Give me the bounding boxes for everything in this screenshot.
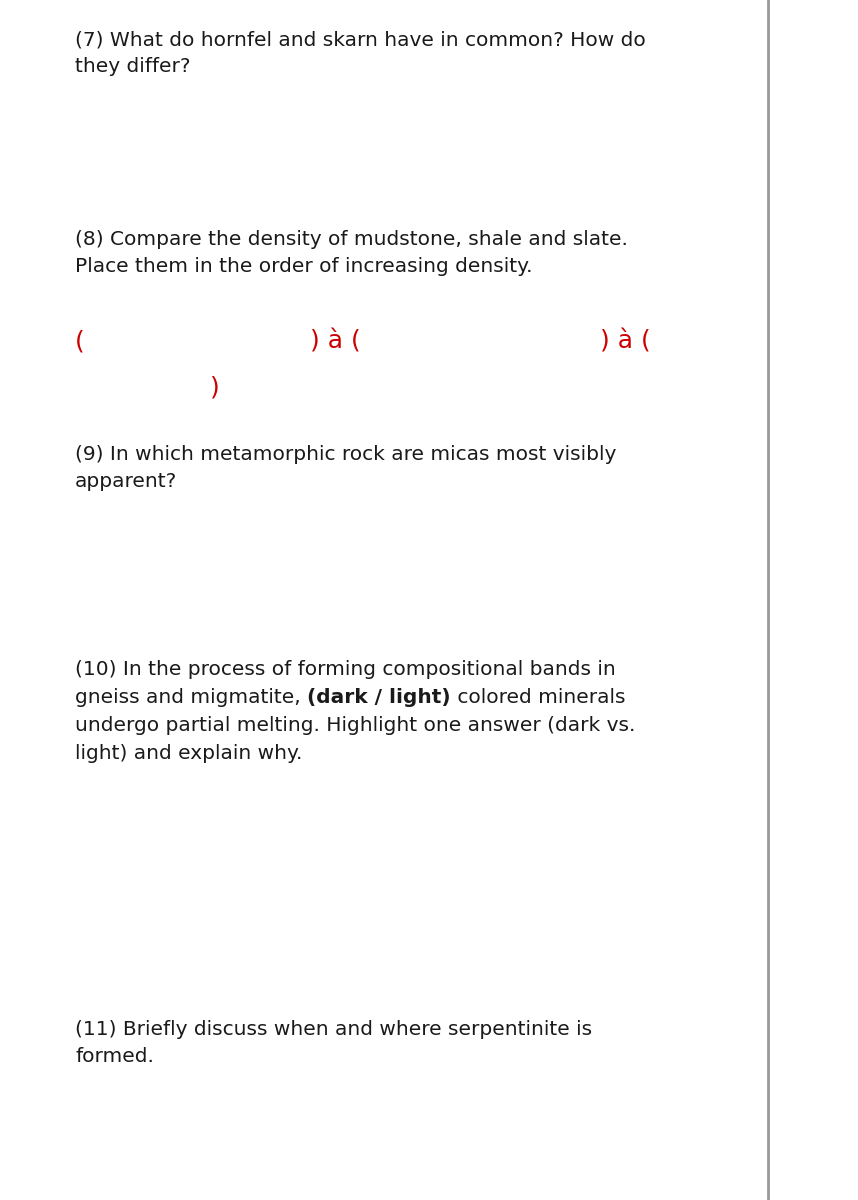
Text: colored minerals: colored minerals [450,688,625,707]
Text: (9) In which metamorphic rock are micas most visibly
apparent?: (9) In which metamorphic rock are micas … [75,445,616,491]
Text: (dark / light): (dark / light) [307,688,450,707]
Text: undergo partial melting. Highlight one answer (dark vs.: undergo partial melting. Highlight one a… [75,716,636,734]
Text: (11) Briefly discuss when and where serpentinite is
formed.: (11) Briefly discuss when and where serp… [75,1020,592,1067]
Text: (8) Compare the density of mudstone, shale and slate.
Place them in the order of: (8) Compare the density of mudstone, sha… [75,230,628,276]
Text: ) à (: ) à ( [310,330,360,354]
Text: ) à (: ) à ( [600,330,650,354]
Text: ): ) [210,374,220,398]
Text: gneiss and migmatite,: gneiss and migmatite, [75,688,307,707]
Text: light) and explain why.: light) and explain why. [75,744,302,763]
Text: (: ( [75,330,85,354]
Text: (10) In the process of forming compositional bands in: (10) In the process of forming compositi… [75,660,616,679]
Text: (7) What do hornfel and skarn have in common? How do
they differ?: (7) What do hornfel and skarn have in co… [75,30,646,77]
